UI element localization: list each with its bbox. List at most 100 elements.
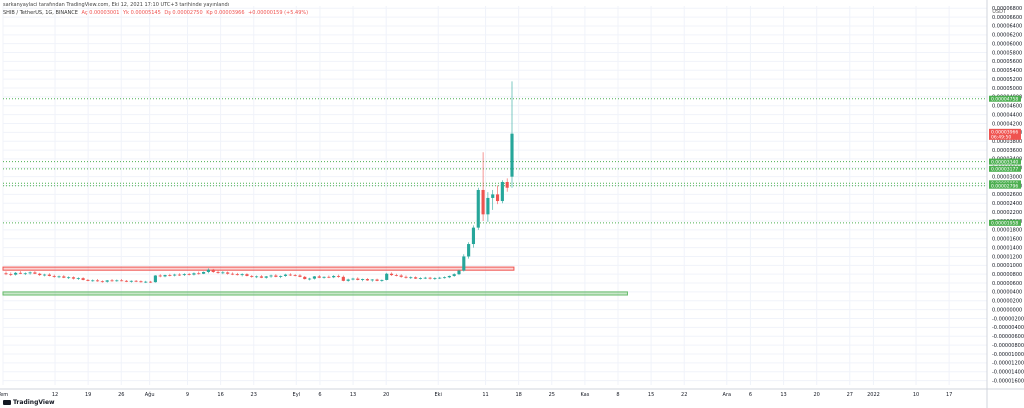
- candle-body: [274, 275, 278, 277]
- candle-body: [404, 276, 408, 278]
- x-tick-label: 13: [780, 392, 786, 398]
- candle-body: [293, 275, 297, 276]
- candle-body: [414, 277, 418, 279]
- candle-body: [365, 279, 369, 281]
- horizontal-levels: [3, 98, 987, 224]
- y-tick-label: 0.00001400: [992, 245, 1022, 251]
- candle-body: [240, 274, 244, 276]
- candle-body: [221, 272, 225, 274]
- open-value: Aç 0.00003001: [81, 10, 120, 16]
- close-value: Kp 0.00003966: [206, 10, 245, 16]
- candle-body: [438, 277, 442, 279]
- candle-body: [38, 273, 42, 276]
- symbol-legend: SHIB / TetherUS, 1G, BINANCE Aç 0.000030…: [3, 10, 308, 16]
- candle-body: [197, 273, 201, 275]
- candle-body: [394, 275, 398, 276]
- level-tag-label: 0.00003340: [991, 159, 1018, 165]
- y-tick-label: 0.00002600: [992, 192, 1022, 198]
- candle-body: [216, 271, 220, 273]
- candle-body: [269, 275, 273, 277]
- candle-body: [52, 275, 56, 277]
- y-tick-label: 0.00000800: [992, 272, 1022, 278]
- candle-body: [308, 278, 312, 280]
- candle-body: [327, 276, 331, 278]
- resistance-zone: [2, 266, 515, 271]
- candle-body: [462, 256, 466, 271]
- candle-body: [47, 274, 51, 276]
- candle-body: [351, 278, 355, 280]
- candle-body: [91, 280, 95, 282]
- candle-body: [115, 280, 119, 282]
- currency-unit[interactable]: USDT: [992, 9, 1006, 15]
- y-tick-label: 0.00004200: [992, 121, 1022, 127]
- y-tick-label: 0.00005400: [992, 68, 1022, 74]
- candle-body: [163, 275, 167, 277]
- candle-body: [158, 275, 162, 277]
- level-tag: [989, 95, 1021, 102]
- x-tick-label: 17: [946, 392, 952, 398]
- candle-body: [14, 272, 18, 275]
- candle-body: [57, 276, 61, 278]
- tradingview-footer[interactable]: TradingView: [3, 399, 55, 406]
- candle-body: [380, 279, 384, 281]
- candle-body: [18, 272, 23, 274]
- candlestick-series: [4, 81, 514, 284]
- candle-body: [356, 278, 360, 280]
- candle-body: [173, 274, 177, 276]
- publish-info: sarkanyaylaci tarafından TradingView.com…: [3, 2, 230, 8]
- candle-body: [42, 274, 47, 276]
- candle-body: [211, 269, 215, 272]
- candle-body: [105, 280, 109, 282]
- y-tick-label: -0.00000600: [992, 334, 1024, 340]
- x-tick-label: 11: [482, 392, 488, 398]
- time-axis[interactable]: Tem 12 19 26 Ağu 9 16 23 Eyl 6 13 20 Eki 11 18 25 Kas 8 15…: [0, 388, 1024, 398]
- x-tick-label: 22: [681, 392, 687, 398]
- level-tag: [989, 165, 1021, 172]
- candle-body: [245, 274, 249, 276]
- candle-body: [322, 276, 326, 278]
- y-tick-label: 0.00005600: [992, 59, 1022, 65]
- candle-body: [259, 276, 263, 278]
- x-tick-label: 23: [251, 392, 257, 398]
- candle-body: [510, 133, 514, 177]
- y-tick-label: 0.00006000: [992, 41, 1022, 47]
- candle-body: [120, 280, 124, 282]
- last-price-tag: [989, 128, 1021, 140]
- candle-body: [86, 279, 90, 281]
- candle-body: [149, 281, 153, 283]
- x-tick-label: Tem: [0, 392, 8, 398]
- candle-body: [9, 274, 13, 275]
- candle-body: [467, 244, 471, 257]
- y-tick-label: 0.00001000: [992, 263, 1022, 269]
- candle-body: [332, 275, 336, 278]
- candle-body: [33, 272, 37, 274]
- x-tick-label: Ara: [723, 392, 732, 398]
- candle-body: [255, 276, 259, 278]
- candle-body: [187, 274, 191, 275]
- candle-body: [312, 276, 316, 279]
- level-tag: [989, 219, 1021, 226]
- x-tick-label: 9: [186, 392, 189, 398]
- candle-body: [153, 275, 157, 283]
- y-tick-label: 0.00004600: [992, 104, 1022, 110]
- low-value: Dş 0.00002750: [164, 10, 203, 16]
- y-tick-label: 0.00002200: [992, 210, 1022, 216]
- candle-body: [23, 273, 27, 275]
- symbol-label[interactable]: SHIB / TetherUS, 1G, BINANCE: [3, 10, 78, 16]
- candle-body: [71, 277, 76, 279]
- candle-body: [95, 280, 100, 282]
- candle-body: [375, 279, 379, 281]
- candle-body: [491, 194, 495, 198]
- y-tick-label: 0.00005800: [992, 50, 1022, 56]
- candle-body: [230, 273, 235, 275]
- x-tick-label: 12: [52, 392, 58, 398]
- candle-body: [283, 274, 288, 276]
- x-tick-label: 19: [85, 392, 91, 398]
- y-tick-label: 0.00001800: [992, 228, 1022, 234]
- price-axis[interactable]: 0.00006800 0.00006600 0.00006400 0.00006200…: [986, 0, 1024, 408]
- candle-body: [110, 280, 114, 282]
- price-tags: 0.000047580.000033400.000031770.00002850…: [989, 95, 1021, 227]
- x-tick-label: 13: [350, 392, 356, 398]
- candle-body: [486, 197, 490, 215]
